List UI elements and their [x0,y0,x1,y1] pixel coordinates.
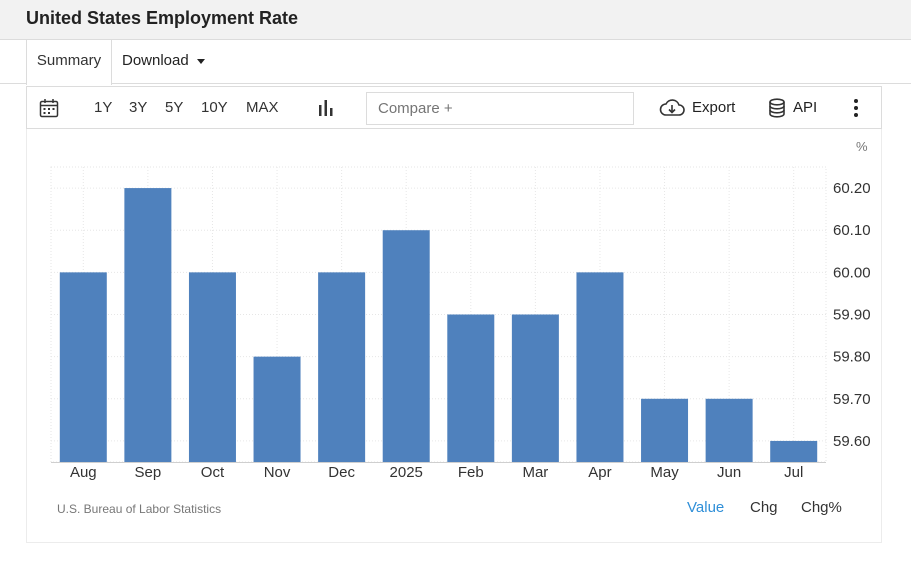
y-tick-label: 60.00 [833,264,871,281]
more-options-icon[interactable] [854,99,860,120]
mode-chg-pct-button[interactable]: Chg% [801,499,842,516]
tab-bar: Summary Download [0,40,911,85]
bar [124,188,172,463]
x-tick-label: May [650,464,679,481]
bar [447,314,495,462]
y-tick-label: 59.70 [833,391,871,408]
y-unit-label: % [856,139,868,154]
range-10y-button[interactable]: 10Y [201,99,228,116]
y-tick-label: 60.20 [833,180,871,197]
y-tick-label: 60.10 [833,222,871,239]
mode-chg-button[interactable]: Chg [750,499,778,516]
y-tick-label: 59.80 [833,349,871,366]
bar [253,356,301,462]
bar [511,314,559,462]
x-tick-label: Dec [328,464,355,481]
x-tick-label: Apr [588,464,611,481]
bar [641,398,689,462]
bar [382,230,430,462]
source-label: U.S. Bureau of Labor Statistics [57,502,222,516]
x-tick-label: Mar [522,464,548,481]
y-tick-label: 59.90 [833,307,871,324]
x-tick-label: Feb [458,464,484,481]
mode-value-button[interactable]: Value [687,499,725,516]
bar [59,272,107,462]
y-tick-label: 59.60 [833,433,871,450]
compare-input[interactable] [366,92,634,125]
bar [318,272,366,462]
bar [770,440,818,462]
bar [188,272,236,462]
export-button[interactable]: Export [659,87,735,128]
chart-toolbar: 1Y 3Y 5Y 10Y MAX Export API [26,86,882,129]
api-button[interactable]: API [768,87,817,128]
x-tick-label: Oct [201,464,225,481]
range-max-button[interactable]: MAX [246,99,279,116]
page-title: United States Employment Rate [26,8,299,28]
x-tick-label: 2025 [390,464,423,481]
api-label: API [793,99,818,116]
x-tick-label: Jul [784,464,803,481]
tab-download[interactable]: Download [122,40,205,84]
x-tick-label: Nov [264,464,291,481]
tab-download-label: Download [122,52,189,69]
tab-summary[interactable]: Summary [26,40,112,85]
bar [705,398,753,462]
calendar-icon[interactable] [39,98,59,118]
x-tick-label: Sep [135,464,162,481]
x-tick-label: Jun [717,464,741,481]
x-tick-label: Aug [70,464,97,481]
range-5y-button[interactable]: 5Y [165,99,184,116]
title-bar: United States Employment Rate [0,0,911,40]
database-icon [769,98,785,118]
cloud-download-icon [659,99,685,116]
chart-type-icon[interactable] [317,99,335,117]
range-3y-button[interactable]: 3Y [129,99,148,116]
caret-down-icon [196,58,205,64]
export-label: Export [692,99,736,116]
range-1y-button[interactable]: 1Y [94,99,113,116]
bar [576,272,624,462]
